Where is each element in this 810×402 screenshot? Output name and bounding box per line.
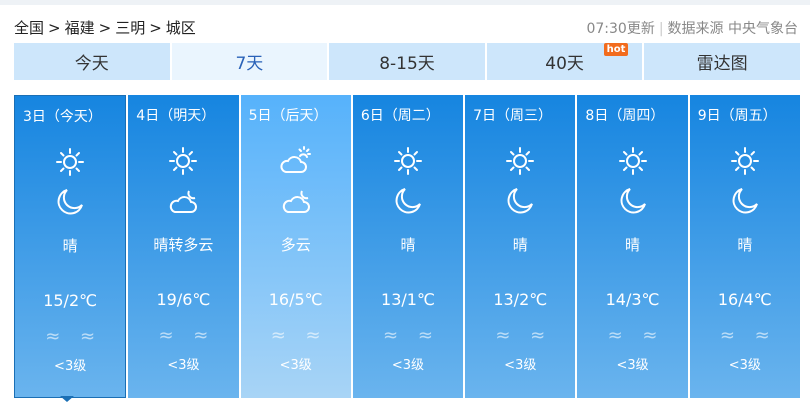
tab-label: 40天 [545,54,584,74]
day-date: 9日（周五） [697,108,777,124]
sun-icon [504,145,536,177]
day-date: 8日（周四） [585,108,665,124]
day-card[interactable]: 5日（后天） 多云 16/5℃ ≈ ≈ <3级 [240,95,351,398]
day-date: 3日（今天） [23,109,102,125]
weather-desc: 晴 [512,236,528,254]
temperature: 16/4℃ [717,290,772,309]
selected-pointer [60,396,74,402]
sun-icon [392,145,424,177]
wind-icon: ≈ ≈ [45,326,96,347]
weather-desc: 晴转多云 [153,236,214,254]
wind-icon: ≈ ≈ [607,325,658,346]
day-date: 5日（后天） [248,108,328,124]
moon-icon [392,185,424,217]
day-date: 6日（周二） [360,108,440,124]
crumb-fujian[interactable]: 福建 [64,19,95,37]
wind-level: <3级 [728,358,761,373]
tab-label: 雷达图 [696,54,748,74]
wind-level: <3级 [391,358,425,373]
weather-desc: 多云 [280,236,311,254]
day-card[interactable]: 9日（周五） 晴 16/4℃ ≈ ≈ <3级 [689,95,800,398]
weather-desc: 晴 [625,236,641,254]
hot-badge: hot [603,43,629,56]
update-info: 07:30更新 | 数据来源 中央气象台 [586,18,798,38]
data-source: 数据来源 中央气象台 [667,21,798,37]
crumb-national[interactable]: 全国 [14,19,45,37]
crumb-sanming[interactable]: 三明 [115,19,146,37]
cloud-moon-icon [280,185,312,217]
wind-icon: ≈ ≈ [270,325,321,346]
tab-7day[interactable]: 7天 [171,43,328,80]
breadcrumb: 全国 > 福建 > 三明 > 城区 [14,17,200,38]
wind-level: <3级 [616,358,649,373]
tab-label: 今天 [74,54,109,74]
day-card[interactable]: 4日（明天） 晴转多云 19/6℃ ≈ ≈ <3级 [128,95,239,398]
moon-icon [504,185,536,217]
forecast-cards: 3日（今天） 晴 15/2℃ ≈ ≈ <3级 4日（明天） 晴转多云 19/6℃ … [14,95,800,398]
divider: | [658,21,664,37]
tab-8-15day[interactable]: 8-15天 [329,43,485,80]
temperature: 14/3℃ [605,290,660,309]
moon-icon [54,186,86,218]
wind-icon: ≈ ≈ [495,325,546,346]
weather-desc: 晴 [400,236,416,254]
weather-desc: 晴 [62,237,78,255]
day-card[interactable]: 8日（周四） 晴 14/3℃ ≈ ≈ <3级 [577,95,688,398]
tab-radar[interactable]: 雷达图 [644,43,800,80]
wind-icon: ≈ ≈ [158,325,209,346]
wind-icon: ≈ ≈ [719,325,770,346]
cloud-moon-icon [167,185,199,217]
crumb-district: 城区 [165,19,196,37]
crumb-sep: > [98,19,112,37]
sun-icon [54,146,86,178]
cloud-sun-icon [280,145,312,177]
day-card[interactable]: 6日（周二） 晴 13/1℃ ≈ ≈ <3级 [352,95,464,398]
crumb-sep: > [48,19,61,37]
tab-label: 7天 [235,54,264,74]
moon-icon [729,185,761,217]
crumb-sep: > [149,19,162,37]
tab-today[interactable]: 今天 [14,43,170,80]
temperature: 15/2℃ [43,291,98,310]
update-time: 07:30更新 [586,21,655,37]
tab-label: 8-15天 [379,54,435,74]
temperature: 16/5℃ [268,290,323,309]
moon-icon [617,185,649,217]
top-strip [0,0,810,5]
weather-desc: 晴 [737,236,753,254]
temperature: 13/2℃ [493,290,548,309]
forecast-tabs: 今天 7天 8-15天 40天 hot 雷达图 [14,43,800,80]
temperature: 13/1℃ [381,290,435,309]
day-date: 7日（周三） [473,108,553,124]
sun-icon [167,145,199,177]
day-date: 4日（明天） [136,108,216,124]
tab-40day[interactable]: 40天 hot [486,43,643,80]
sun-icon [729,145,761,177]
sun-icon [617,145,649,177]
wind-icon: ≈ ≈ [383,325,433,346]
wind-level: <3级 [504,358,537,373]
wind-level: <3级 [54,359,87,374]
day-card[interactable]: 7日（周三） 晴 13/2℃ ≈ ≈ <3级 [465,95,576,398]
wind-level: <3级 [279,358,312,373]
temperature: 19/6℃ [156,290,211,309]
wind-level: <3级 [167,358,200,373]
day-card[interactable]: 3日（今天） 晴 15/2℃ ≈ ≈ <3级 [14,95,127,398]
